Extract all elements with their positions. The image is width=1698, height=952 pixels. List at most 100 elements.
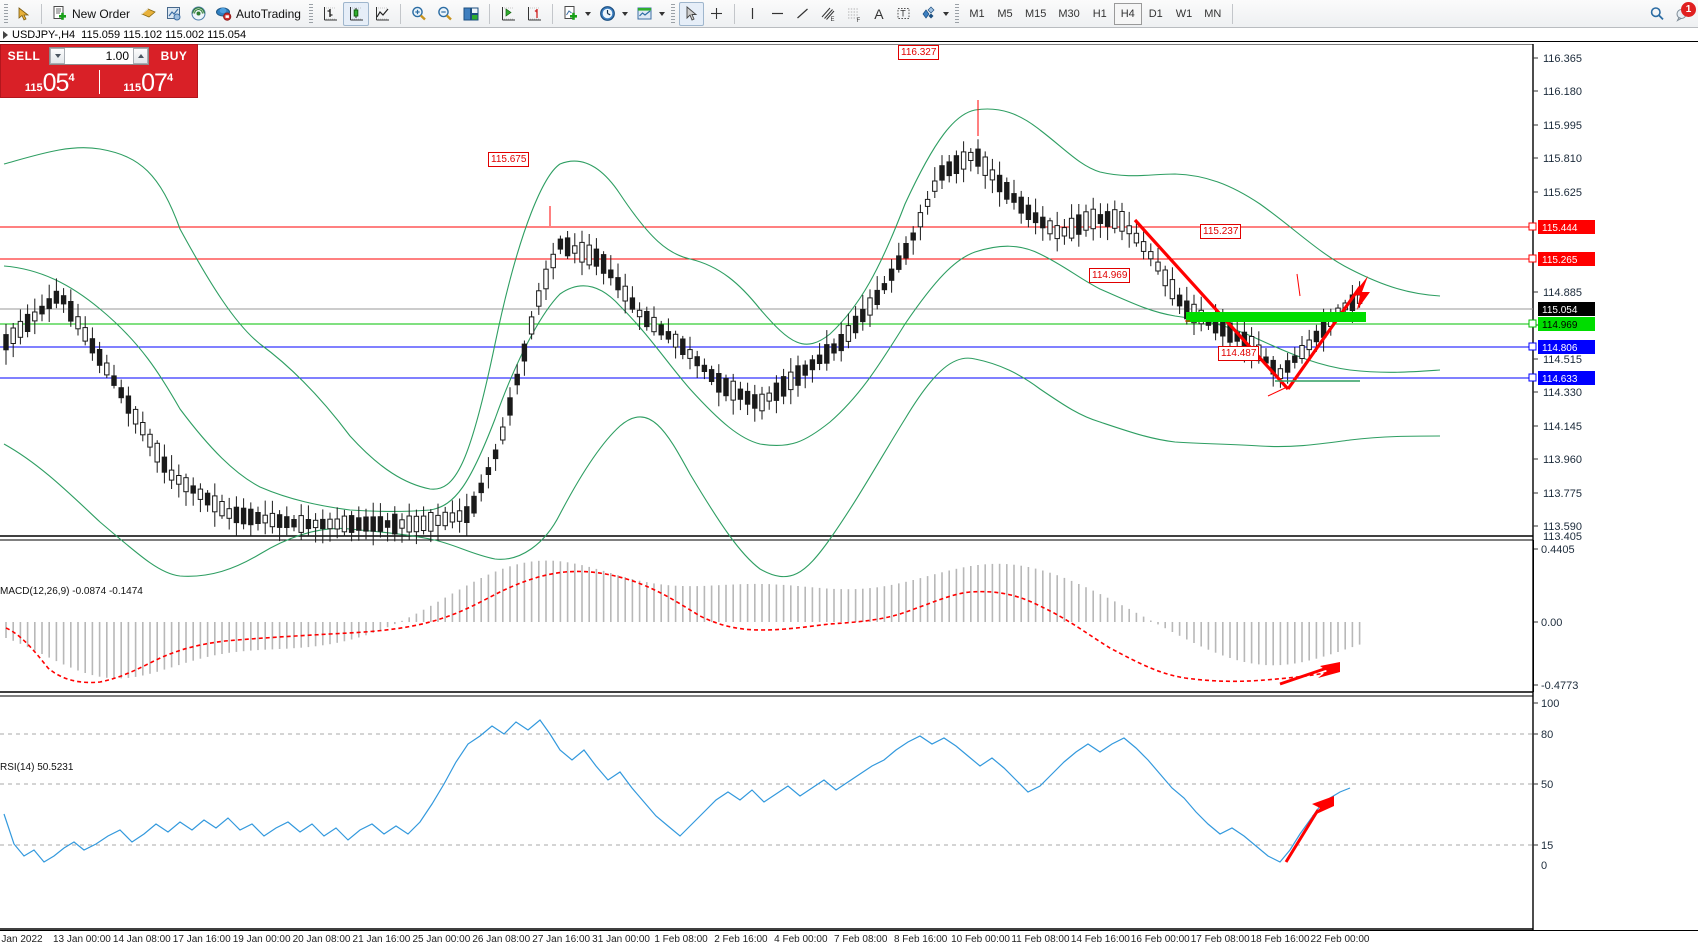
- new-order-button[interactable]: New Order: [47, 2, 136, 26]
- expert-advisor-icon[interactable]: [136, 2, 161, 26]
- macd-indicator-label: MACD(12,26,9) -0.0874 -0.1474: [0, 586, 143, 597]
- chevron-down-icon[interactable]: [584, 11, 591, 16]
- buy-label[interactable]: BUY: [160, 49, 188, 63]
- toolbar-grip-4[interactable]: [954, 3, 959, 24]
- time-axis-label: 2 Feb 16:00: [714, 934, 768, 945]
- trendline-icon[interactable]: [790, 2, 815, 26]
- toolbar-separator-2: [399, 3, 401, 24]
- buy-price-button[interactable]: 115 07 4: [100, 67, 198, 97]
- time-axis-label: 1 Feb 08:00: [654, 934, 708, 945]
- chevron-down-icon-4[interactable]: [942, 11, 949, 16]
- timeframe-h4[interactable]: H4: [1113, 2, 1142, 25]
- chart-symbol-bar: USDJPY-,H4 115.059 115.102 115.002 115.0…: [0, 28, 1698, 42]
- svg-text:80: 80: [1541, 729, 1553, 741]
- search-icon[interactable]: [1644, 2, 1670, 26]
- auto-scroll-icon[interactable]: [521, 2, 547, 26]
- timeframe-m1[interactable]: M1: [969, 7, 985, 20]
- line-chart-icon[interactable]: [369, 2, 395, 26]
- fibonacci-icon[interactable]: F: [841, 2, 867, 26]
- vertical-line-icon[interactable]: [740, 2, 765, 26]
- time-axis-label: 21 Jan 16:00: [352, 934, 411, 945]
- network-icon[interactable]: [186, 2, 211, 26]
- time-axis-label: Jan 2022: [1, 934, 43, 945]
- timeframe-m15[interactable]: M15: [1024, 7, 1047, 20]
- tile-windows-icon[interactable]: [458, 2, 484, 26]
- svg-text:115.810: 115.810: [1543, 153, 1582, 165]
- svg-text:115.265: 115.265: [1542, 255, 1578, 266]
- data-window-icon[interactable]: [161, 2, 186, 26]
- timeframe-d1[interactable]: D1: [1148, 7, 1163, 20]
- svg-text:100: 100: [1541, 698, 1559, 710]
- svg-text:113.775: 113.775: [1543, 488, 1582, 500]
- one-click-trading-panel[interactable]: SELL 1.00 BUY 115 05 4 115 07 4: [0, 44, 198, 98]
- notifications-icon[interactable]: 1: [1670, 1, 1696, 26]
- equidistant-channel-icon[interactable]: E: [815, 2, 841, 26]
- shapes-icon[interactable]: [916, 2, 953, 26]
- annotation-114-969[interactable]: 114.969: [1089, 268, 1131, 283]
- svg-text:114.806: 114.806: [1542, 343, 1578, 354]
- autotrading-button[interactable]: AutoTrading: [211, 2, 307, 26]
- text-label-icon[interactable]: T: [891, 2, 916, 26]
- timeframe-m30[interactable]: M30: [1058, 7, 1080, 20]
- period-icon[interactable]: [595, 2, 632, 26]
- annotation-115-675[interactable]: 115.675: [488, 152, 530, 167]
- time-axis-label: 8 Feb 16:00: [893, 934, 948, 945]
- svg-text:114.885: 114.885: [1543, 287, 1582, 299]
- lot-increase-button[interactable]: [133, 48, 148, 64]
- time-axis-label: 10 Feb 00:00: [951, 934, 1010, 945]
- svg-text:114.633: 114.633: [1542, 374, 1578, 385]
- svg-text:113.405: 113.405: [1543, 531, 1582, 543]
- annotation-116-327[interactable]: 116.327: [898, 45, 940, 60]
- sell-price-button[interactable]: 115 05 4: [1, 67, 99, 97]
- new-order-label: New Order: [72, 6, 131, 21]
- indicators-icon[interactable]: [558, 2, 595, 26]
- zoom-out-icon[interactable]: [432, 2, 458, 26]
- timeframe-mn[interactable]: MN: [1204, 7, 1222, 20]
- sell-price-sup: 4: [68, 72, 75, 84]
- chart-ohlc-label: 115.059 115.102 115.002 115.054: [81, 28, 247, 41]
- svg-text:114.330: 114.330: [1543, 387, 1582, 399]
- sell-label[interactable]: SELL: [7, 49, 41, 63]
- price-divider: [98, 70, 100, 94]
- svg-text:113.960: 113.960: [1543, 454, 1582, 466]
- timeframe-h1[interactable]: H1: [1092, 7, 1107, 20]
- chart-shift-icon[interactable]: [495, 2, 521, 26]
- toolbar-grip-2[interactable]: [308, 3, 313, 24]
- time-axis-label: 13 Jan 00:00: [52, 934, 111, 945]
- svg-text:15: 15: [1541, 840, 1553, 852]
- sell-price-main: 05: [42, 69, 70, 97]
- buy-price-sup: 4: [166, 72, 174, 84]
- toolbar-grip-3[interactable]: [670, 3, 675, 24]
- bar-chart-icon[interactable]: [317, 2, 343, 26]
- zoom-in-icon[interactable]: [406, 2, 432, 26]
- lot-size-value: 1.00: [105, 49, 129, 63]
- expand-triangle-icon[interactable]: [3, 30, 8, 39]
- chevron-down-icon-3[interactable]: [658, 11, 665, 16]
- cursor-arrow-icon[interactable]: [12, 2, 36, 26]
- timeframe-m5[interactable]: M5: [997, 7, 1013, 20]
- chart-canvas[interactable]: 116.365 116.180 115.995 115.810 115.625 11…: [0, 44, 1698, 930]
- svg-text:116.365: 116.365: [1543, 53, 1582, 65]
- svg-text:F: F: [856, 18, 860, 23]
- time-axis-label: 25 Jan 00:00: [412, 934, 471, 945]
- horizontal-line-icon[interactable]: [765, 2, 790, 26]
- pointer-icon[interactable]: [678, 1, 704, 26]
- toolbar-separator: [41, 3, 42, 24]
- crosshair-icon[interactable]: [704, 2, 729, 26]
- timeframe-w1[interactable]: W1: [1175, 7, 1193, 20]
- chevron-down-icon-2[interactable]: [621, 11, 628, 16]
- lot-decrease-button[interactable]: [50, 48, 65, 64]
- toolbar-separator-6: [1232, 3, 1234, 24]
- time-axis-label: 27 Jan 16:00: [532, 934, 591, 945]
- lot-size-input[interactable]: 1.00: [49, 47, 149, 65]
- toolbar-grip[interactable]: [4, 3, 8, 24]
- annotation-115-237[interactable]: 115.237: [1200, 224, 1242, 239]
- svg-text:114.145: 114.145: [1543, 421, 1582, 433]
- time-axis-label: 14 Jan 08:00: [112, 934, 171, 945]
- annotation-114-487[interactable]: 114.487: [1218, 346, 1260, 361]
- text-icon[interactable]: A: [874, 5, 884, 22]
- candlestick-chart-icon[interactable]: [342, 1, 369, 26]
- time-axis-label: 31 Jan 00:00: [592, 934, 650, 945]
- svg-text:114.969: 114.969: [1542, 320, 1578, 331]
- templates-icon[interactable]: [632, 2, 669, 26]
